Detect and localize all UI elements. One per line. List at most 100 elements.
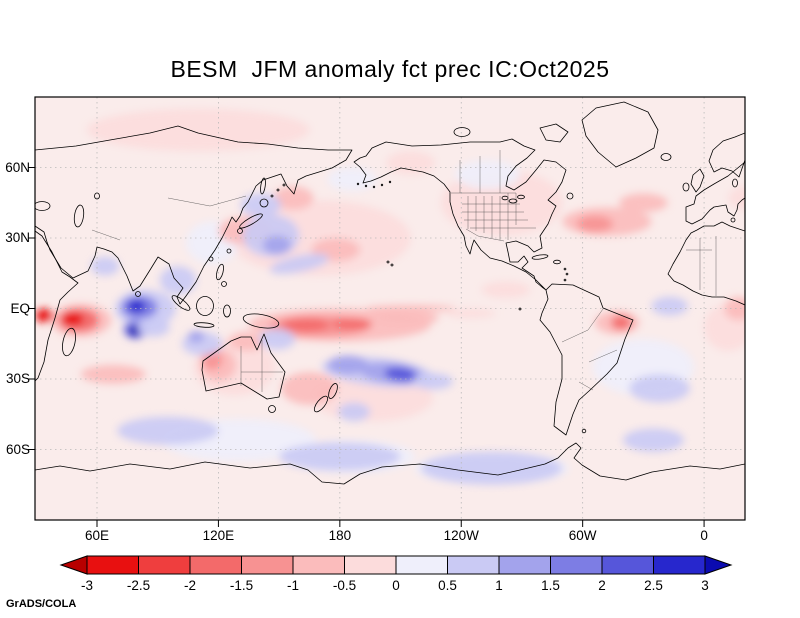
anomaly-blob bbox=[447, 308, 496, 318]
latitude-tick-label: EQ bbox=[10, 300, 30, 316]
nz-south-island bbox=[313, 395, 329, 413]
sri-lanka bbox=[135, 291, 141, 297]
longitude-tick-label: 120W bbox=[443, 528, 479, 543]
anomaly-field-wrap bbox=[35, 108, 745, 485]
anomaly-blob bbox=[337, 402, 371, 422]
axis-tick-marks bbox=[28, 167, 705, 527]
anomaly-blob bbox=[61, 312, 84, 327]
us-state-borders bbox=[462, 193, 536, 240]
country-borders bbox=[91, 150, 717, 392]
colorbar-arrow-left bbox=[59, 555, 88, 575]
coastline-africa-east bbox=[35, 230, 79, 382]
philippines bbox=[216, 263, 224, 281]
colorbar-cell bbox=[601, 555, 654, 575]
antilles-2 bbox=[565, 272, 569, 276]
latitude-tick-label: 60N bbox=[5, 159, 30, 175]
aleutian-1 bbox=[356, 182, 360, 186]
latitude-tick-label: 30N bbox=[5, 230, 30, 245]
anomaly-field bbox=[35, 108, 745, 485]
anomaly-blob bbox=[610, 315, 632, 330]
coastlines bbox=[35, 101, 745, 485]
colorbar-tick-label: 0 bbox=[392, 578, 400, 593]
kyushu bbox=[237, 228, 243, 234]
colorbar-tick-label: -1.5 bbox=[230, 578, 253, 593]
borneo bbox=[196, 296, 214, 316]
colorbar-tick-label: 1 bbox=[495, 578, 503, 593]
cuba bbox=[531, 254, 549, 260]
ireland bbox=[682, 182, 690, 192]
anomaly-blob bbox=[117, 416, 219, 445]
madagascar bbox=[62, 327, 76, 357]
lake-michigan-huron bbox=[508, 198, 518, 204]
coastline-scandinavia bbox=[708, 132, 745, 178]
africa-borders bbox=[686, 236, 717, 296]
colorbar-tick-label: -2.5 bbox=[127, 578, 150, 593]
anomaly-blob bbox=[327, 167, 377, 191]
java bbox=[193, 322, 215, 328]
islands bbox=[62, 127, 738, 434]
anomaly-blob bbox=[281, 317, 330, 333]
iceland bbox=[660, 153, 672, 161]
colorbar-tick-label: 2 bbox=[598, 578, 606, 593]
anomaly-blob bbox=[331, 317, 373, 330]
us-mexico-border bbox=[465, 228, 505, 242]
tasmania bbox=[268, 405, 276, 413]
colorbar-cell bbox=[138, 555, 191, 575]
sicily bbox=[730, 217, 736, 223]
taiwan bbox=[226, 248, 232, 254]
colorbar-cell bbox=[395, 555, 448, 575]
galapagos bbox=[518, 307, 522, 311]
coastline-north-america bbox=[353, 138, 567, 291]
anomaly-blob bbox=[629, 374, 690, 403]
anomaly-blob bbox=[159, 266, 197, 295]
colorbar-tick-label: 2.5 bbox=[644, 578, 663, 593]
chart-title: BESM JFM anomaly fct prec IC:Oct2025 bbox=[170, 56, 610, 82]
colorbar-cell bbox=[653, 555, 706, 575]
colorbar-cell bbox=[189, 555, 242, 575]
anomaly-blob bbox=[86, 108, 310, 152]
colorbar-cell bbox=[447, 555, 500, 575]
hispaniola bbox=[553, 259, 561, 265]
longitude-tick-label: 180 bbox=[328, 528, 352, 543]
longitude-tick-label: 120E bbox=[202, 528, 235, 543]
coastline-africa-west bbox=[667, 221, 745, 306]
anomaly-blob bbox=[188, 330, 205, 343]
anomaly-blob bbox=[281, 371, 338, 405]
newfoundland bbox=[566, 192, 574, 200]
latitude-tick-label: 30S bbox=[5, 371, 30, 386]
anomaly-blob bbox=[384, 367, 417, 382]
colorbar-tick-label: 1.5 bbox=[541, 578, 560, 593]
anomaly-blob bbox=[623, 428, 684, 452]
aleutian-5 bbox=[388, 180, 392, 184]
black-sea bbox=[35, 201, 51, 211]
hainan bbox=[208, 256, 214, 262]
hawaii-2 bbox=[390, 263, 394, 267]
anomaly-blob bbox=[576, 215, 614, 233]
anomaly-blob bbox=[619, 193, 668, 213]
colorbar-cell bbox=[344, 555, 397, 575]
colorbar-tick-label: -2 bbox=[184, 578, 196, 593]
colorbar: -3 -2.5 -2 -1.5 -1 -0.5 0 0.5 1 1.5 2 2.5 3 bbox=[59, 555, 733, 593]
coastline-uk bbox=[690, 168, 705, 193]
anomaly-blob bbox=[127, 299, 146, 313]
anomaly-blob bbox=[128, 325, 141, 337]
asia-borders bbox=[91, 195, 247, 241]
anomaly-blob bbox=[258, 328, 296, 350]
colorbar-cell bbox=[86, 555, 139, 575]
coastline-eurasia bbox=[35, 125, 353, 305]
aleutian-4 bbox=[380, 183, 384, 187]
coastline-antarctica bbox=[35, 442, 745, 485]
aleutian-2 bbox=[364, 184, 368, 188]
anomaly-blob bbox=[327, 355, 369, 375]
anomaly-blob bbox=[137, 317, 170, 337]
colorbar-cell bbox=[550, 555, 603, 575]
south-america-borders bbox=[561, 308, 618, 391]
colorbar-tick-label: 0.5 bbox=[438, 578, 457, 593]
antilles-1 bbox=[563, 267, 567, 271]
colorbar-cell bbox=[498, 555, 551, 575]
aral-sea bbox=[94, 192, 100, 200]
anomaly-blob bbox=[374, 310, 439, 325]
colorbar-arrow-right bbox=[704, 555, 733, 575]
